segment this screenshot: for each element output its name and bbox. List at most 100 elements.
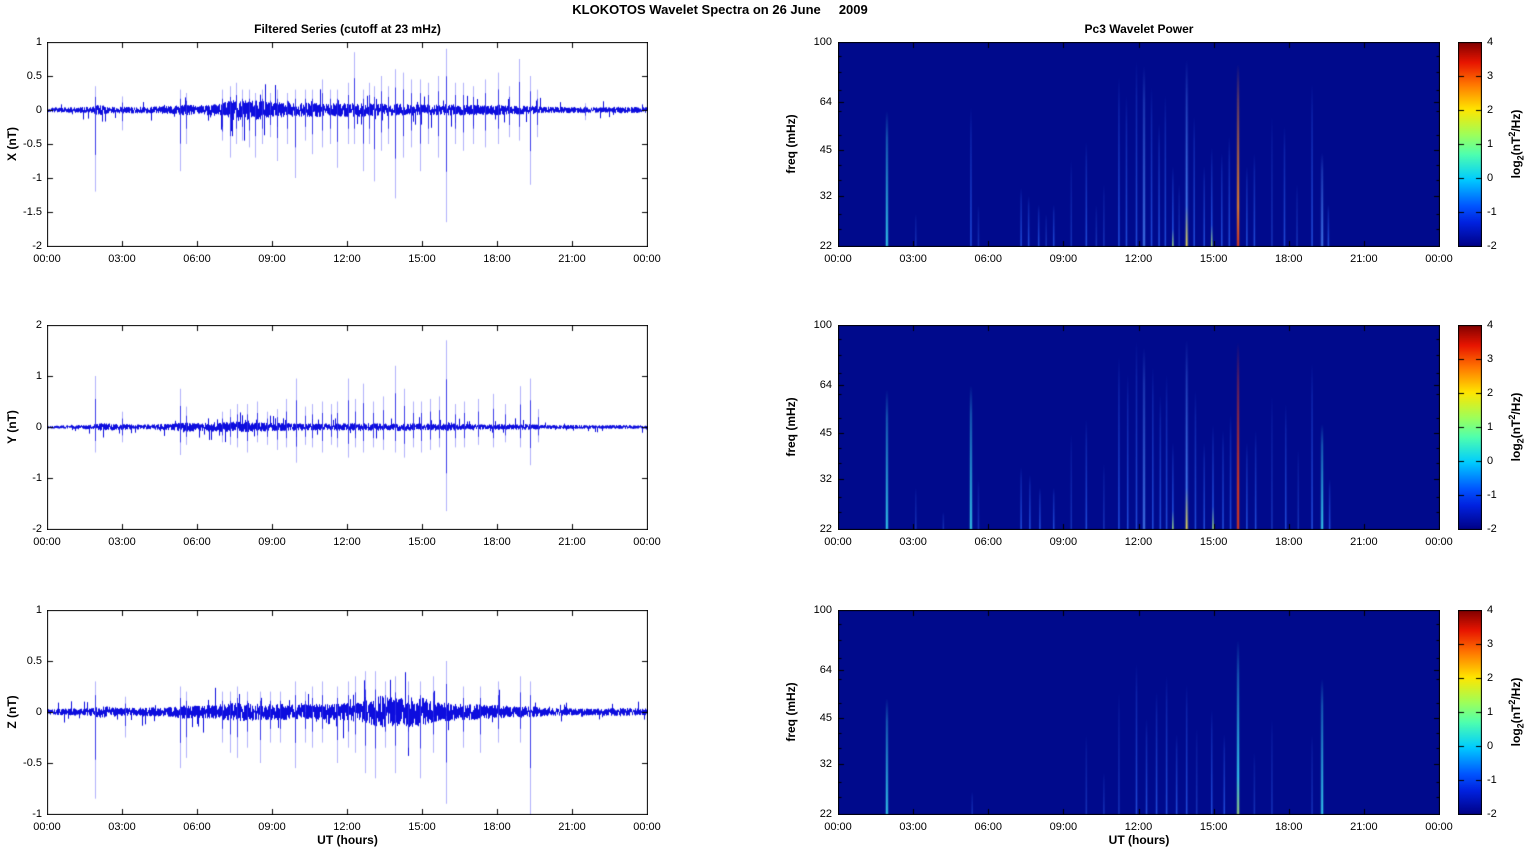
z-series-plot (47, 610, 648, 815)
colorbar (1458, 610, 1482, 815)
freq-tick-label: 45 (819, 426, 832, 439)
x-tick-label: 00:00 (33, 821, 61, 833)
x-tick-label: 15:00 (1199, 536, 1228, 548)
colorbar-tick-label: -1 (1487, 774, 1497, 786)
colorbar-label-sub: 2 (1515, 723, 1526, 729)
x-tick-label: 03:00 (899, 821, 927, 833)
x-tick-label: 06:00 (974, 253, 1003, 265)
x-tick-label: 12:00 (333, 253, 361, 265)
freq-tick-label: 22 (819, 523, 832, 535)
colorbar-tick-label: 0 (1487, 455, 1494, 467)
y-tick-label: 1 (35, 604, 42, 616)
x-tick-label: 00:00 (633, 821, 661, 833)
wavelet-column-title: Pc3 Wavelet Power (1084, 22, 1194, 36)
freq-tick-label: 64 (819, 379, 832, 392)
colorbar-tick-label: -1 (1487, 206, 1497, 218)
y-tick-label: -1 (32, 808, 42, 820)
colorbar-label-sub: 2 (1515, 155, 1526, 161)
x-tick-label: 00:00 (1425, 536, 1453, 548)
colorbar-tick-label: 4 (1487, 319, 1494, 331)
colorbar-tick-label: 2 (1487, 104, 1494, 116)
colorbar-tick-label: 1 (1487, 138, 1494, 150)
y-tick-label: 0 (35, 706, 42, 718)
x-tick-label: 12:00 (1124, 536, 1153, 548)
y-tick-label: -0.5 (23, 757, 42, 769)
x-tick-label: 00:00 (633, 253, 661, 265)
colorbar-tick-label: -2 (1487, 240, 1497, 252)
freq-tick-label: 45 (819, 143, 832, 156)
x-tick-label: 18:00 (483, 253, 511, 265)
y-tick-label: 0 (35, 421, 42, 433)
colorbar-label-sup: 2 (1507, 414, 1517, 420)
x-tick-label: 21:00 (558, 253, 586, 265)
x-tick-label: 00:00 (824, 253, 852, 265)
colorbar-tick-label: 3 (1487, 353, 1494, 365)
colorbar-label-sup: 2 (1507, 699, 1517, 705)
x-tick-label: 00:00 (824, 536, 852, 548)
y-tick-label: 1 (35, 36, 42, 48)
y-tick-label: -2 (32, 523, 42, 535)
colorbar-tick-label: 2 (1487, 387, 1494, 399)
y-wavelet-spectrogram (838, 325, 1440, 530)
colorbar-tick-label: 3 (1487, 70, 1494, 82)
x-tick-label: 18:00 (1274, 253, 1303, 265)
colorbar-tick-label: 4 (1487, 36, 1494, 48)
y-tick-label: 1 (35, 370, 42, 382)
y-series-plot (47, 325, 648, 530)
freq-tick-label: 64 (819, 664, 832, 677)
x-tick-label: 06:00 (183, 821, 211, 833)
x-tick-label: 00:00 (33, 536, 61, 548)
x-tick-label: 00:00 (824, 821, 852, 833)
colorbar (1458, 42, 1482, 247)
x-tick-label: 03:00 (108, 821, 136, 833)
colorbar-tick-label: 3 (1487, 638, 1494, 650)
freq-tick-label: 100 (813, 604, 832, 616)
colorbar-tick-label: -2 (1487, 808, 1497, 820)
x-tick-label: 03:00 (899, 536, 927, 548)
freq-tick-label: 100 (813, 36, 832, 48)
x-tick-label: 09:00 (258, 821, 286, 833)
x-tick-label: 09:00 (258, 536, 286, 548)
colorbar-tick-label: 2 (1487, 672, 1494, 684)
x-tick-label: 00:00 (633, 536, 661, 548)
x-tick-label: 03:00 (108, 253, 136, 265)
freq-tick-label: 22 (819, 808, 832, 820)
x-tick-label: 12:00 (333, 536, 361, 548)
colorbar-tick-label: -1 (1487, 489, 1497, 501)
x-tick-label: 06:00 (974, 821, 1003, 833)
y-tick-label: 0.5 (26, 655, 42, 667)
freq-tick-label: 32 (819, 757, 832, 770)
y-tick-label: 0 (35, 104, 42, 116)
colorbar-label-sub: 2 (1515, 438, 1526, 444)
colorbar-tick-label: 0 (1487, 740, 1494, 752)
freq-tick-label: 22 (819, 240, 832, 252)
x-tick-label: 12:00 (1124, 821, 1153, 833)
x-tick-label: 00:00 (1425, 821, 1453, 833)
x-tick-label: 03:00 (108, 536, 136, 548)
x-tick-label: 21:00 (1350, 821, 1378, 833)
colorbar (1458, 325, 1482, 530)
x-tick-label: 21:00 (558, 536, 586, 548)
figure-title: KLOKOTOS Wavelet Spectra on 26 June 2009 (572, 2, 868, 17)
colorbar-tick-label: 1 (1487, 706, 1494, 718)
colorbar-tick-label: 1 (1487, 421, 1494, 433)
timeseries-xaxis-label: UT (hours) (317, 833, 378, 847)
x-tick-label: 12:00 (333, 821, 361, 833)
x-tick-label: 21:00 (1350, 253, 1378, 265)
x-tick-label: 00:00 (1425, 253, 1453, 265)
z-wavelet-spectrogram (838, 610, 1440, 815)
y-tick-label: 0.5 (26, 70, 42, 82)
x-wavelet-spectrogram (838, 42, 1440, 247)
freq-tick-label: 32 (819, 189, 832, 202)
colorbar-tick-label: 0 (1487, 172, 1494, 184)
x-tick-label: 15:00 (1199, 821, 1228, 833)
x-tick-label: 18:00 (1274, 536, 1303, 548)
x-tick-label: 09:00 (258, 253, 286, 265)
x-tick-label: 06:00 (974, 536, 1003, 548)
colorbar-tick-label: -2 (1487, 523, 1497, 535)
wavelet-xaxis-label: UT (hours) (1108, 833, 1170, 847)
x-tick-label: 18:00 (483, 821, 511, 833)
x-tick-label: 09:00 (1049, 536, 1078, 548)
x-tick-label: 15:00 (408, 536, 436, 548)
x-tick-label: 06:00 (183, 536, 211, 548)
